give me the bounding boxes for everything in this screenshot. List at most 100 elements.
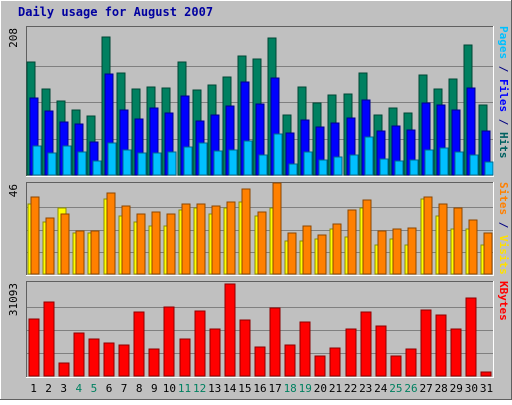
x-tick-label: 26 (404, 382, 417, 395)
x-tick-label: 18 (284, 382, 297, 395)
bar-sites-day-28 (438, 203, 448, 275)
bar-sites-day-4 (75, 230, 85, 275)
chart-title: Daily usage for August 2007 (18, 5, 213, 19)
bar-kbytes-day-9 (148, 348, 160, 377)
panel-kbytes-max-label: 31093 (7, 283, 20, 316)
bar-sites-day-15 (241, 188, 251, 275)
bar-pages-day-27 (424, 149, 434, 176)
panel-visits-legend: Sites / Visits (497, 182, 510, 275)
bar-sites-day-30 (468, 219, 478, 275)
bar-sites-day-16 (257, 211, 267, 275)
x-tick-label: 21 (329, 382, 342, 395)
panel-hits-max-label: 208 (7, 28, 20, 48)
bar-sites-day-2 (45, 217, 55, 275)
bar-sites-day-3 (60, 213, 70, 275)
bar-kbytes-day-2 (43, 301, 55, 377)
panel-kbytes: 31093 KBytes (7, 281, 510, 378)
bar-kbytes-day-17 (269, 307, 281, 377)
bar-pages-day-3 (62, 145, 72, 176)
bar-sites-day-13 (211, 205, 221, 275)
bar-pages-day-16 (258, 154, 268, 176)
bar-sites-day-25 (392, 228, 402, 275)
panel-hits-legend-part: Files (497, 79, 510, 112)
bar-kbytes-day-25 (390, 355, 402, 377)
x-tick-label: 20 (314, 382, 327, 395)
x-tick-label: 19 (299, 382, 312, 395)
bar-pages-day-2 (47, 152, 57, 176)
bar-pages-day-12 (198, 142, 208, 176)
x-tick-label: 28 (435, 382, 448, 395)
bar-sites-day-29 (453, 207, 463, 275)
panel-hits-legend-part: / (497, 112, 510, 132)
bar-pages-day-14 (228, 149, 238, 176)
bar-pages-day-17 (273, 133, 283, 176)
bar-kbytes-day-8 (133, 311, 145, 377)
x-tick-label: 12 (193, 382, 206, 395)
x-tick-label: 25 (389, 382, 402, 395)
bar-kbytes-day-14 (224, 283, 236, 377)
x-tick-label: 17 (268, 382, 281, 395)
panel-kbytes-legend: KBytes (497, 281, 510, 321)
bar-pages-day-24 (379, 158, 389, 176)
bar-kbytes-day-23 (360, 311, 372, 377)
bar-kbytes-day-10 (163, 306, 175, 377)
bar-kbytes-day-21 (329, 347, 341, 377)
bar-kbytes-day-5 (88, 338, 100, 377)
bar-kbytes-day-30 (465, 297, 477, 377)
bar-pages-day-30 (469, 154, 479, 176)
x-tick-label: 6 (106, 382, 113, 395)
bar-pages-day-11 (183, 146, 193, 176)
bar-pages-day-25 (394, 160, 404, 176)
x-tick-label: 9 (151, 382, 158, 395)
bar-kbytes-day-7 (118, 344, 130, 377)
bar-pages-day-20 (318, 159, 328, 176)
panel-kbytes-legend-part: KBytes (497, 281, 510, 321)
bar-sites-day-24 (377, 230, 387, 275)
bar-kbytes-day-29 (450, 328, 462, 377)
bar-sites-day-5 (90, 230, 100, 275)
bar-kbytes-day-24 (375, 325, 387, 377)
bar-sites-day-1 (30, 196, 40, 275)
bar-kbytes-day-6 (103, 342, 115, 377)
bar-sites-day-31 (483, 232, 493, 275)
panel-hits: 208 Pages / Files / Hits (7, 26, 510, 177)
bar-pages-day-19 (303, 151, 313, 176)
bar-kbytes-day-18 (284, 344, 296, 377)
bar-pages-day-5 (92, 160, 102, 176)
panel-visits: 46 Sites / Visits (7, 182, 510, 276)
panel-hits-legend-part: / (497, 59, 510, 79)
x-tick-label: 14 (223, 382, 237, 395)
bar-kbytes-day-26 (405, 348, 417, 377)
panel-visits-legend-part: / (497, 215, 510, 235)
bar-sites-day-17 (272, 182, 282, 275)
x-tick-label: 4 (75, 382, 82, 395)
bar-kbytes-day-1 (28, 318, 40, 377)
x-tick-label: 24 (374, 382, 388, 395)
panel-visits-legend-part: Sites (497, 182, 510, 215)
x-tick-label: 5 (91, 382, 98, 395)
bar-sites-day-19 (302, 225, 312, 275)
x-tick-label: 23 (359, 382, 372, 395)
bar-kbytes-day-31 (480, 371, 492, 377)
bar-pages-day-6 (107, 142, 117, 176)
x-tick-label: 8 (136, 382, 143, 395)
bar-sites-day-10 (166, 213, 176, 275)
x-tick-label: 13 (208, 382, 221, 395)
bar-kbytes-day-15 (239, 319, 251, 377)
panel-visits-max-label: 46 (7, 184, 20, 197)
bar-sites-day-9 (151, 211, 161, 275)
bar-pages-day-22 (349, 154, 359, 176)
bar-sites-day-26 (407, 227, 417, 275)
panel-visits-legend-part: Visits (497, 235, 510, 275)
bar-kbytes-day-13 (209, 328, 221, 377)
x-tick-label: 16 (253, 382, 266, 395)
bar-kbytes-day-4 (73, 332, 85, 377)
x-axis-labels: 1 2 3 4 5 6 7 8 9 10 11 12 13 14 15 16 17 18 19 20 21 22 23 24 2… (30, 382, 493, 395)
bar-sites-day-23 (362, 199, 372, 275)
bar-pages-day-31 (484, 161, 494, 176)
bar-pages-day-29 (454, 151, 464, 176)
x-tick-label: 22 (344, 382, 357, 395)
bar-sites-day-14 (226, 201, 236, 275)
